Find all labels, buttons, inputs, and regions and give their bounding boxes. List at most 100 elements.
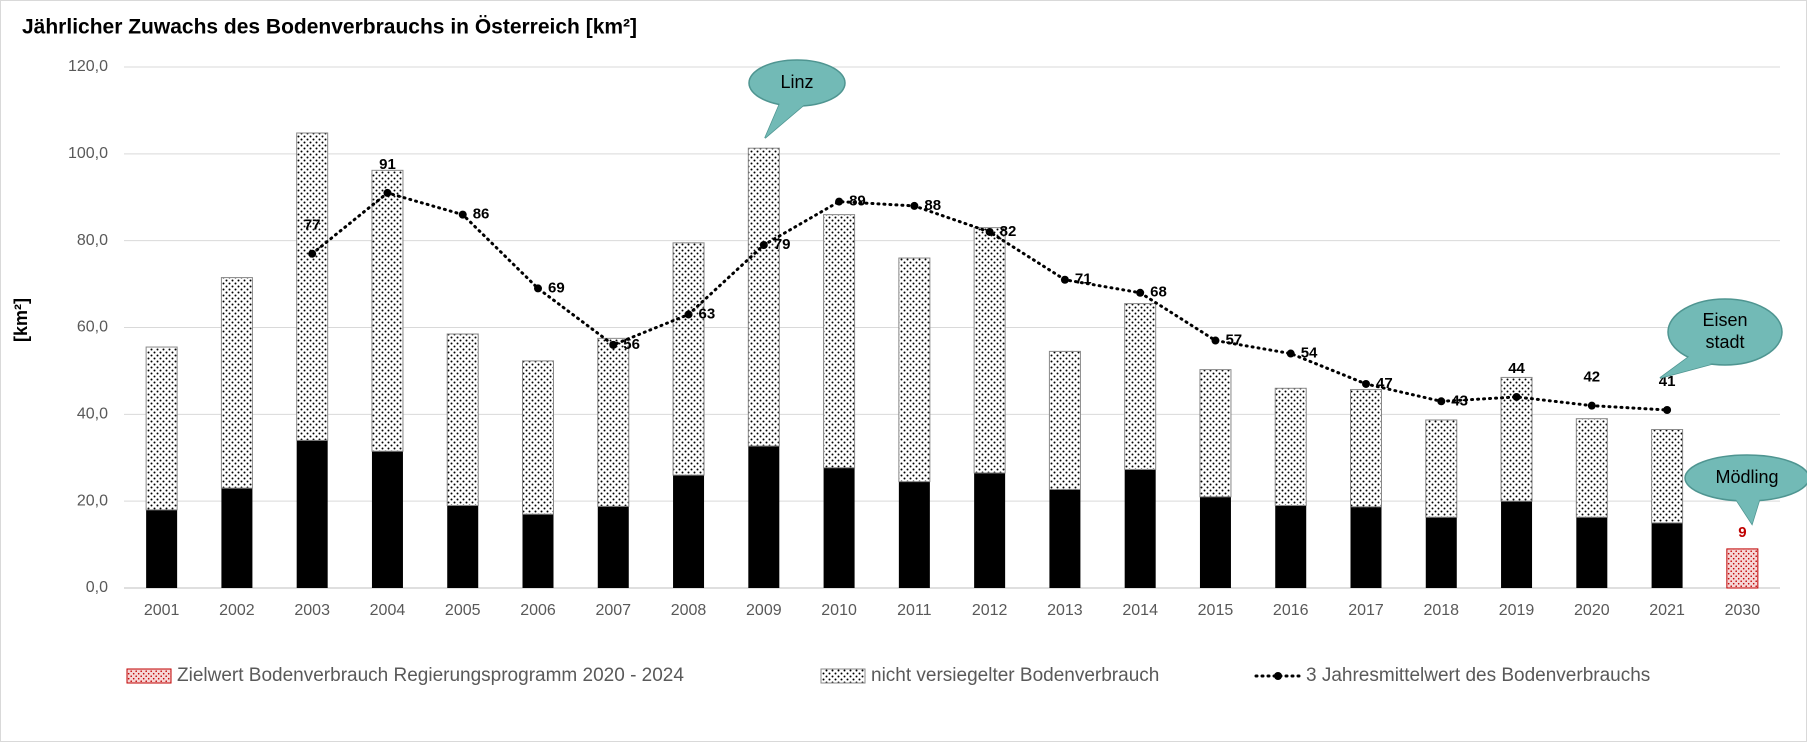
data-label: 77 <box>304 217 321 234</box>
data-label: 71 <box>1075 271 1092 288</box>
x-tick-label: 2019 <box>1499 602 1535 619</box>
legend-marker <box>1274 672 1282 680</box>
line-marker <box>910 201 919 210</box>
legend-label: nicht versiegelter Bodenverbrauch <box>871 665 1159 686</box>
x-tick-label: 2014 <box>1122 602 1158 619</box>
line-marker <box>534 284 542 293</box>
x-tick-label: 2017 <box>1348 602 1384 619</box>
data-label: 44 <box>1508 360 1525 377</box>
y-axis-label: [km²] <box>11 298 31 342</box>
data-label: 63 <box>699 305 716 322</box>
x-tick-label: 2001 <box>144 602 180 619</box>
bar-segment <box>597 337 630 507</box>
line-marker <box>1211 336 1220 345</box>
line-marker <box>1512 392 1521 401</box>
bar-segment <box>597 506 629 588</box>
data-label: 47 <box>1376 375 1393 392</box>
x-tick-label: 2005 <box>445 602 481 619</box>
callout-text: Mödling <box>1715 467 1778 487</box>
bar-segment <box>1350 506 1382 588</box>
x-tick-label: 2004 <box>370 602 406 619</box>
line-marker <box>1136 288 1145 297</box>
line-marker <box>759 241 768 250</box>
data-label: 91 <box>379 156 396 173</box>
data-label: 69 <box>548 279 565 296</box>
bar-segment <box>1274 387 1307 507</box>
bar-segment <box>145 346 178 511</box>
chart-title: Jährlicher Zuwachs des Bodenverbrauchs i… <box>22 16 637 39</box>
data-label: 54 <box>1301 345 1318 362</box>
callout-text: Eisen <box>1702 310 1747 330</box>
legend-swatch <box>820 668 866 684</box>
bar-segment <box>672 242 705 476</box>
y-tick-label: 40,0 <box>77 406 108 423</box>
legend-label: Zielwert Bodenverbrauch Regierungsprogra… <box>177 665 684 686</box>
data-label: 68 <box>1150 284 1167 301</box>
line-marker <box>1286 349 1295 358</box>
x-tick-label: 2012 <box>972 602 1008 619</box>
x-tick-label: 2010 <box>821 602 857 619</box>
bar-segment <box>1199 369 1232 498</box>
data-label: 43 <box>1451 392 1468 409</box>
line-marker <box>1587 401 1596 410</box>
x-tick-label: 2013 <box>1047 602 1083 619</box>
y-tick-label: 80,0 <box>77 232 108 249</box>
bar-segment <box>898 257 931 483</box>
bar-segment <box>974 472 1006 588</box>
x-tick-label: 2021 <box>1649 602 1685 619</box>
x-tick-label: 2006 <box>520 602 556 619</box>
x-tick-label: 2016 <box>1273 602 1309 619</box>
callout-tail-fill <box>765 103 805 138</box>
line-marker <box>835 197 844 206</box>
x-tick-label: 2020 <box>1574 602 1610 619</box>
bar-segment <box>1425 517 1457 588</box>
x-tick-label: 2030 <box>1725 602 1761 619</box>
data-label: 79 <box>774 236 791 253</box>
data-label: 42 <box>1583 369 1600 386</box>
callout-text: Linz <box>780 72 813 92</box>
x-tick-label: 2018 <box>1423 602 1459 619</box>
line-marker <box>1663 405 1672 414</box>
y-tick-label: 100,0 <box>68 145 108 162</box>
callout-tail-fill <box>1735 498 1760 524</box>
callout-bubble <box>1667 298 1783 366</box>
x-tick-label: 2011 <box>897 602 932 619</box>
bar-segment <box>1501 501 1533 588</box>
line-marker <box>458 210 467 219</box>
line-marker <box>308 249 317 258</box>
bar-segment <box>1425 419 1458 518</box>
x-tick-label: 2002 <box>219 602 255 619</box>
callout: Linz <box>748 59 846 139</box>
bar-segment <box>973 227 1006 474</box>
bar-segment <box>898 481 930 588</box>
bar-segment <box>1576 517 1608 588</box>
line-marker <box>1362 379 1370 388</box>
bar-segment <box>446 333 479 507</box>
bar-segment <box>1651 522 1683 588</box>
bar-segment <box>747 147 780 447</box>
bar-segment <box>296 440 328 588</box>
y-tick-label: 20,0 <box>77 492 108 509</box>
data-label: 82 <box>1000 223 1017 240</box>
bar-segment <box>1575 418 1608 518</box>
bar-segment <box>673 475 705 588</box>
y-tick-label: 60,0 <box>77 319 108 336</box>
bar-segment <box>371 451 403 588</box>
bar-segment <box>447 505 479 588</box>
bar-segment <box>1124 303 1157 470</box>
data-label: 86 <box>473 206 490 223</box>
bar-segment <box>1048 350 1081 490</box>
bar-segment <box>221 488 253 588</box>
data-label: 88 <box>924 197 941 214</box>
x-tick-label: 2009 <box>746 602 782 619</box>
line-marker <box>1060 275 1069 284</box>
bar-segment <box>1275 505 1307 588</box>
data-label: 89 <box>849 193 866 210</box>
bar-segment <box>1651 429 1684 524</box>
legend-label: 3 Jahresmittelwert des Bodenverbrauchs <box>1306 665 1650 686</box>
bar-segment <box>1726 548 1759 589</box>
callout: Mödling <box>1684 454 1807 526</box>
line-marker <box>684 310 693 319</box>
x-tick-label: 2007 <box>595 602 631 619</box>
